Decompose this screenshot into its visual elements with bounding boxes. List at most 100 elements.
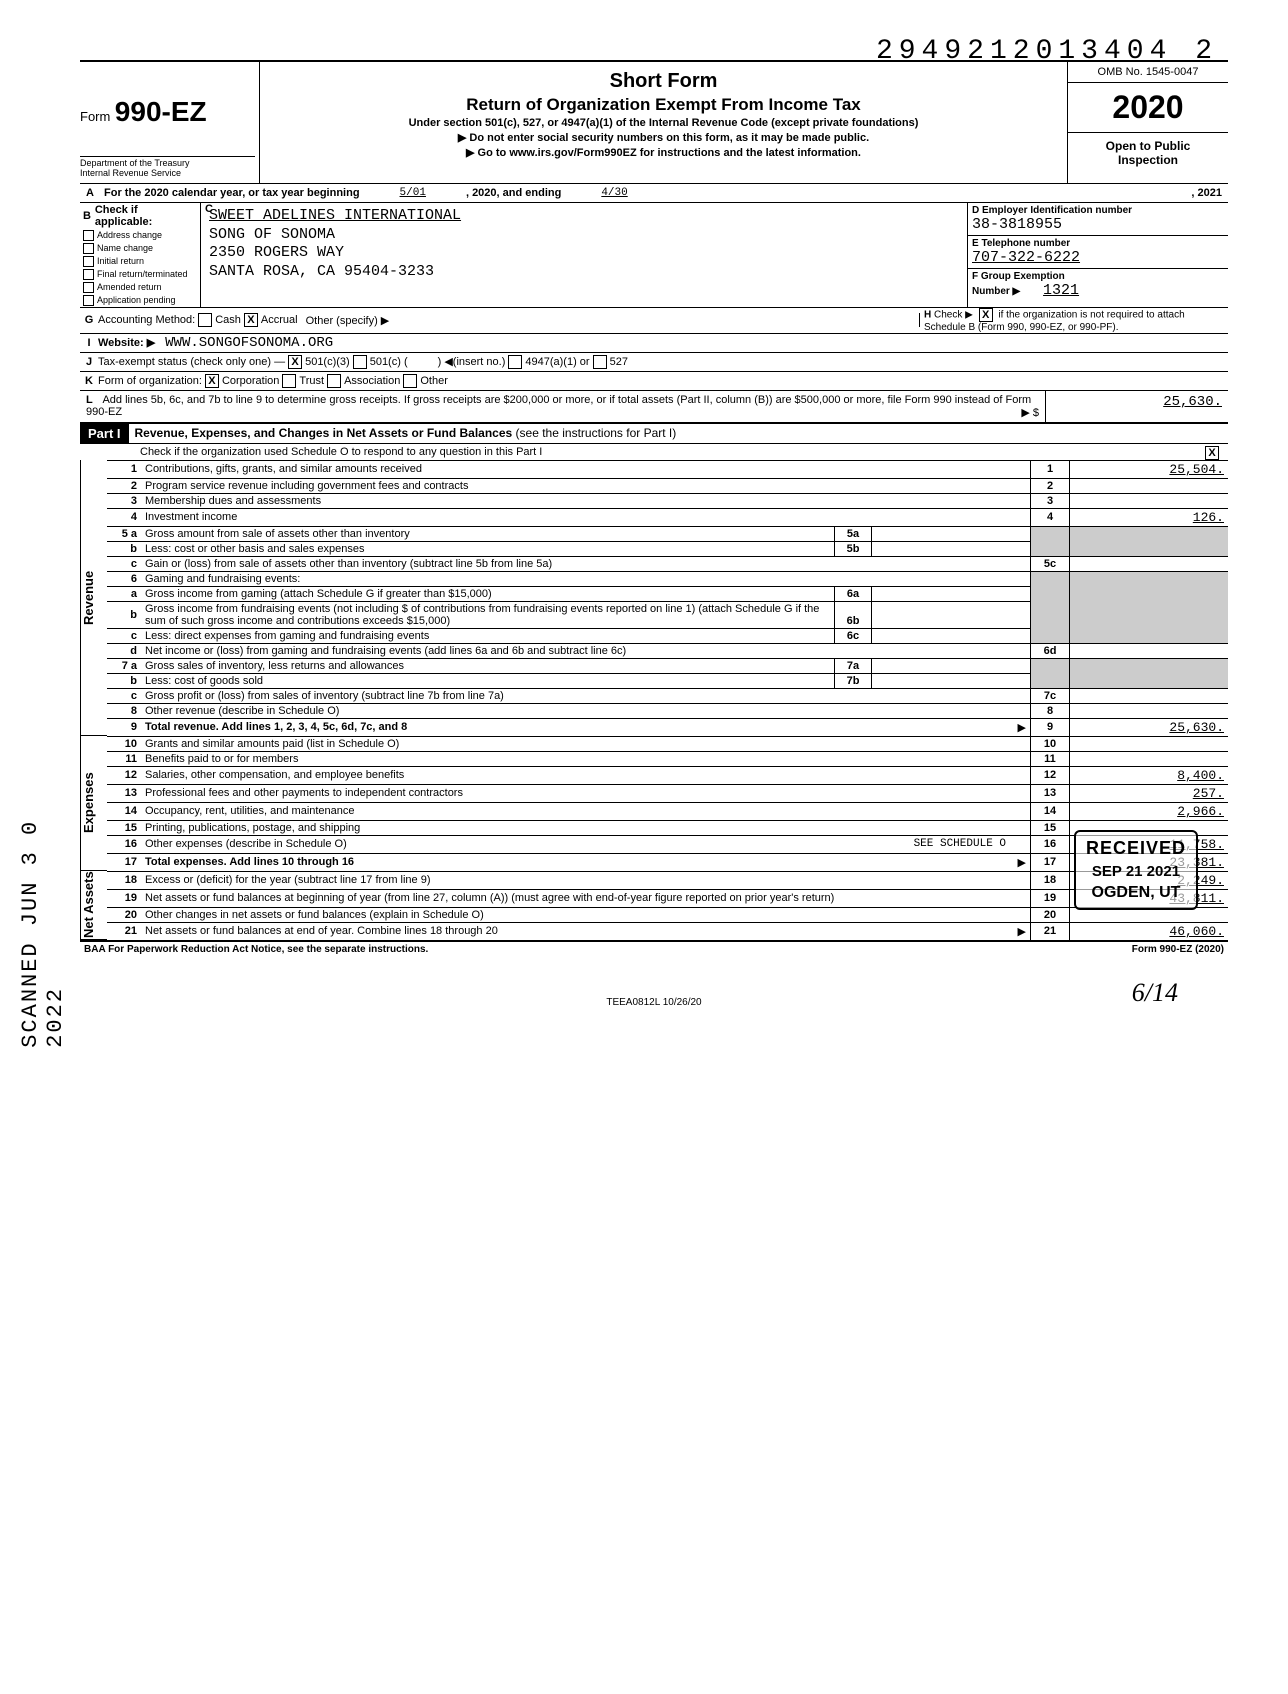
chk-assoc[interactable] <box>327 374 341 388</box>
revenue-table: 1Contributions, gifts, grants, and simil… <box>107 460 1228 736</box>
chk-527[interactable] <box>593 355 607 369</box>
row-j: J Tax-exempt status (check only one) — X… <box>80 352 1228 371</box>
footer-right: Form 990-EZ (2020) <box>1132 944 1224 955</box>
org-name-address: C SWEET ADELINES INTERNATIONAL SONG OF S… <box>201 203 968 307</box>
amt-1: 25,504. <box>1070 460 1229 478</box>
stamp-city: OGDEN, UT <box>1086 884 1186 902</box>
check-if-applicable: Check if applicable: <box>95 204 197 228</box>
label-f2: Number ▶ <box>972 286 1020 297</box>
row-k: K Form of organization: XCorporation Tru… <box>80 371 1228 390</box>
net-assets-label: Net Assets <box>80 871 107 940</box>
chk-app-pending[interactable]: Application pending <box>80 294 200 307</box>
chk-501c[interactable] <box>353 355 367 369</box>
sub3: ▶ Go to www.irs.gov/Form990EZ for instru… <box>268 146 1059 159</box>
period-line: A For the 2020 calendar year, or tax yea… <box>80 183 1228 202</box>
label-a: A <box>86 187 104 199</box>
chk-4947[interactable] <box>508 355 522 369</box>
dln: 2949212013404 2 <box>876 36 1218 67</box>
see-schedule-o: SEE SCHEDULE O <box>914 838 1006 850</box>
main-title: Return of Organization Exempt From Incom… <box>268 95 1059 115</box>
sub2: ▶ Do not enter social security numbers o… <box>268 131 1059 144</box>
chk-address-change[interactable]: Address change <box>80 229 200 242</box>
row-i: I Website: ▶ WWW.SONGOFSONOMA.ORG <box>80 333 1228 352</box>
title-center: Short Form Return of Organization Exempt… <box>260 62 1068 183</box>
right-identifiers: D Employer Identification number 38-3818… <box>968 203 1228 307</box>
telephone: 707-322-6222 <box>972 249 1224 266</box>
chk-other-org[interactable] <box>403 374 417 388</box>
chk-schedule-b[interactable]: X <box>979 308 993 322</box>
amt-14: 2,966. <box>1070 802 1229 820</box>
label-e: E Telephone number <box>972 238 1224 249</box>
chk-501c3[interactable]: X <box>288 355 302 369</box>
agency: Department of the Treasury Internal Reve… <box>80 156 255 179</box>
revenue-label: Revenue <box>80 460 107 736</box>
amt-4: 126. <box>1070 508 1229 526</box>
agency2: Internal Revenue Service <box>80 169 255 179</box>
chk-cash[interactable] <box>198 313 212 327</box>
sub1: Under section 501(c), 527, or 4947(a)(1)… <box>268 117 1059 129</box>
amt-21: 46,060. <box>1070 922 1229 940</box>
part1-tag: Part I <box>80 424 129 443</box>
ein: 38-3818955 <box>972 216 1224 233</box>
open-public: Open to Public Inspection <box>1068 133 1228 173</box>
scanned-stamp: SCANNED JUN 3 0 2022 <box>18 760 68 1048</box>
form-number: 990-EZ <box>115 96 207 127</box>
part1-header: Part I Revenue, Expenses, and Changes in… <box>80 422 1228 444</box>
row-l: L Add lines 5b, 6c, and 7b to line 9 to … <box>80 390 1228 422</box>
amt-13: 257. <box>1070 784 1229 802</box>
label-j: J <box>80 356 98 368</box>
address-block: B Check if applicable: Address change Na… <box>80 202 1228 307</box>
label-k: K <box>80 375 98 387</box>
line-l-text: Add lines 5b, 6c, and 7b to line 9 to de… <box>86 394 1031 418</box>
schedO-box[interactable]: X <box>1205 446 1219 460</box>
expenses-table: 10Grants and similar amounts paid (list … <box>107 736 1228 871</box>
expenses-label: Expenses <box>80 736 107 871</box>
acct-method-label: Accounting Method: <box>98 314 195 326</box>
tax-year: 2020 <box>1068 83 1228 133</box>
part1-note: (see the instructions for Part I) <box>516 426 677 440</box>
part1-title: Revenue, Expenses, and Changes in Net As… <box>135 426 513 440</box>
schedO-check: Check if the organization used Schedule … <box>80 444 1228 460</box>
title-right: OMB No. 1545-0047 2020 Open to Public In… <box>1068 62 1228 183</box>
label-l: L <box>86 394 100 406</box>
chk-trust[interactable] <box>282 374 296 388</box>
label-g: G <box>80 314 98 326</box>
title-row: Form 990-EZ Department of the Treasury I… <box>80 60 1228 183</box>
teea-code: TEEA0812L 10/26/20 <box>80 997 1228 1008</box>
period-suffix: , 2021 <box>1191 187 1222 199</box>
amt-12: 8,400. <box>1070 766 1229 784</box>
label-b: B <box>83 210 95 222</box>
label-f: F Group Exemption <box>972 271 1065 282</box>
gross-receipts: 25,630. <box>1045 391 1228 422</box>
chk-name-change[interactable]: Name change <box>80 242 200 255</box>
org-addr2: SANTA ROSA, CA 95404-3233 <box>209 263 959 282</box>
net-assets-table: 18Excess or (deficit) for the year (subt… <box>107 871 1228 940</box>
line-l-arrow: ▶ $ <box>1021 406 1039 419</box>
chk-amended[interactable]: Amended return <box>80 281 200 294</box>
website: WWW.SONGOFSONOMA.ORG <box>165 335 333 351</box>
stamp-received: RECEIVED <box>1086 838 1186 859</box>
org-addr1: 2350 ROGERS WAY <box>209 244 959 263</box>
revenue-section: Revenue 1Contributions, gifts, grants, a… <box>80 460 1228 736</box>
org-name1: SWEET ADELINES INTERNATIONAL <box>209 207 959 226</box>
period-text1: For the 2020 calendar year, or tax year … <box>104 187 360 199</box>
footer-left: BAA For Paperwork Reduction Act Notice, … <box>84 944 1132 955</box>
short-form: Short Form <box>268 70 1059 93</box>
form-label-box: Form 990-EZ Department of the Treasury I… <box>80 62 260 183</box>
chk-accrual[interactable]: X <box>244 313 258 327</box>
chk-initial-return[interactable]: Initial return <box>80 255 200 268</box>
form-page: 2949212013404 2 SCANNED JUN 3 0 2022 For… <box>0 0 1288 1048</box>
open2: Inspection <box>1072 153 1224 167</box>
line-h: H Check ▶ X if the organization is not r… <box>920 308 1228 333</box>
net-assets-section: Net Assets 18Excess or (deficit) for the… <box>80 871 1228 940</box>
label-i: I <box>80 337 98 349</box>
org-name2: SONG OF SONOMA <box>209 226 959 245</box>
footer: BAA For Paperwork Reduction Act Notice, … <box>80 940 1228 957</box>
checkbox-col-b: B Check if applicable: Address change Na… <box>80 203 201 307</box>
period-begin: 5/01 <box>400 187 426 199</box>
chk-final-return[interactable]: Final return/terminated <box>80 268 200 281</box>
stamp-date: SEP 21 2021 <box>1086 863 1186 880</box>
amt-9: 25,630. <box>1070 718 1229 736</box>
label-c: C <box>205 203 213 215</box>
chk-corp[interactable]: X <box>205 374 219 388</box>
